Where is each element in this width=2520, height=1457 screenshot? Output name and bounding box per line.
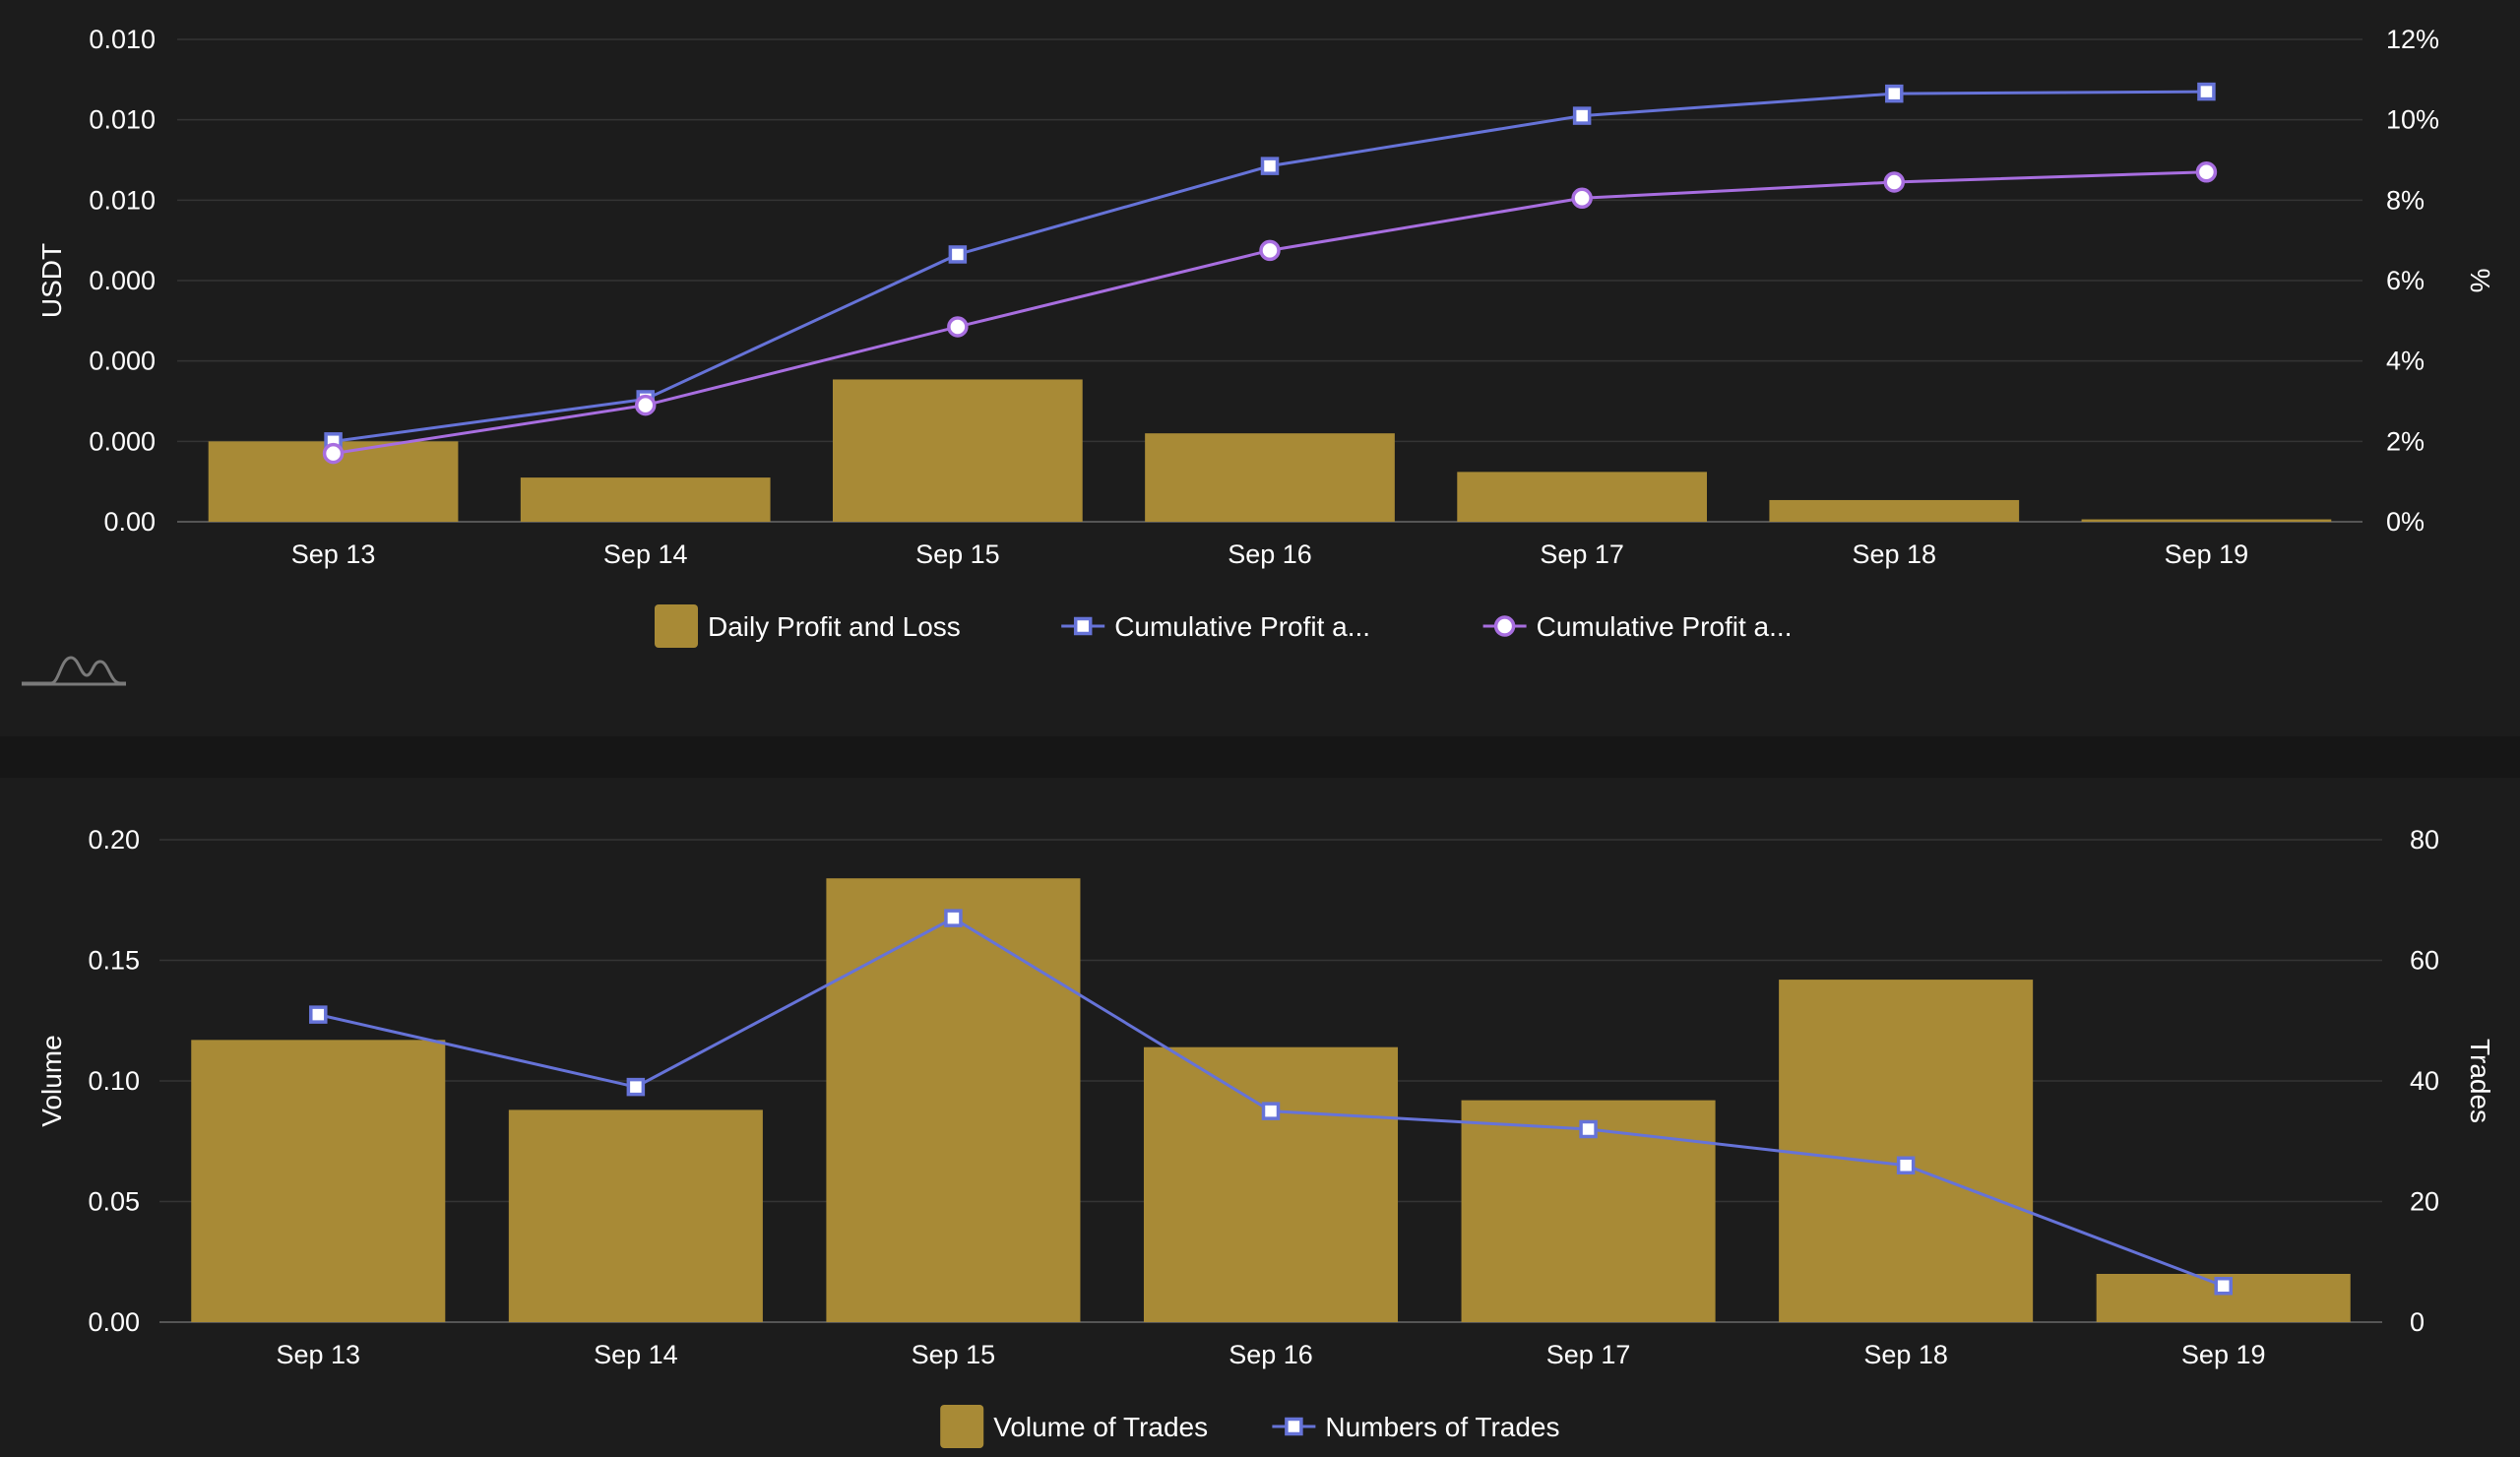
series-1-point-0	[309, 1005, 328, 1024]
bar-daily-profit-and-loss-6	[2081, 519, 2332, 522]
y-right-tick-label: 40	[2410, 1066, 2439, 1096]
series-2-point-3	[1259, 239, 1281, 262]
y-left-tick-label: 0.05	[88, 1187, 140, 1217]
x-tick-label: Sep 16	[1228, 539, 1312, 569]
bar-volume-of-trades-1	[508, 1109, 763, 1322]
y-right-axis-title: Trades	[2465, 1039, 2495, 1123]
y-right-tick-label: 80	[2410, 825, 2439, 855]
y-left-tick-label: 0.010	[89, 25, 156, 54]
x-tick-label: Sep 15	[915, 539, 1000, 569]
legend-label: Cumulative Profit a...	[1537, 611, 1793, 642]
series-2-point-1	[634, 394, 657, 416]
series-1-point-4	[1579, 1119, 1598, 1139]
x-tick-label: Sep 19	[2181, 1340, 2266, 1369]
series-1-point-3	[1261, 1102, 1281, 1120]
y-right-tick-label: 2%	[2386, 426, 2425, 456]
y-left-axis-title: Volume	[36, 1035, 67, 1126]
bar-daily-profit-and-loss-3	[1145, 433, 1395, 522]
x-tick-label: Sep 14	[603, 539, 688, 569]
legend-label: Daily Profit and Loss	[708, 611, 961, 642]
bar-volume-of-trades-2	[826, 878, 1081, 1322]
profit-loss-chart-panel: 0.00 0% 0.000 2% 0.000 4% 0.000 6% 0.010 8% 0.010 1…	[22, 25, 2495, 687]
x-tick-label: Sep 19	[2165, 539, 2249, 569]
legend-swatch-marker	[1285, 1417, 1303, 1436]
series-2-point-4	[1571, 187, 1593, 210]
bar-daily-profit-and-loss-2	[833, 379, 1083, 522]
y-right-tick-label: 8%	[2386, 185, 2425, 215]
bar-daily-profit-and-loss-5	[1769, 499, 2020, 522]
y-left-tick-label: 0.10	[88, 1066, 140, 1096]
series-1-point-3	[1260, 157, 1280, 175]
series-line-1	[333, 90, 2207, 443]
series-line-2	[333, 170, 2207, 456]
x-tick-label: Sep 14	[594, 1340, 678, 1369]
series-1-point-5	[1885, 84, 1904, 103]
profit-loss-chart: 0.00 0% 0.000 2% 0.000 4% 0.000 6% 0.010 8% 0.010 1…	[36, 25, 2495, 648]
series-2-point-6	[2195, 161, 2218, 183]
y-left-tick-label: 0.000	[89, 347, 156, 376]
y-right-tick-label: 10%	[2386, 105, 2439, 135]
volume-chart: 0.00 0 0.05 20 0.10 40 0.15 60 0.20 80 Volume Trade…	[36, 825, 2495, 1448]
series-1-point-4	[1572, 106, 1592, 125]
y-right-tick-label: 0	[2410, 1307, 2425, 1337]
x-tick-label: Sep 17	[1546, 1340, 1631, 1369]
y-left-tick-label: 0.010	[89, 185, 156, 215]
y-left-tick-label: 0.000	[89, 426, 156, 456]
series-2-point-0	[322, 442, 345, 465]
x-tick-label: Sep 13	[291, 539, 376, 569]
bar-volume-of-trades-5	[1779, 980, 2034, 1322]
legend-label: Cumulative Profit a...	[1114, 611, 1370, 642]
chart-mountain-icon	[22, 654, 126, 687]
x-tick-label: Sep 16	[1228, 1340, 1313, 1369]
bar-daily-profit-and-loss-4	[1457, 472, 1707, 522]
series-2-point-2	[947, 316, 969, 338]
series-1-point-6	[2214, 1277, 2233, 1296]
bar-daily-profit-and-loss-1	[520, 477, 771, 522]
series-1-point-6	[2197, 82, 2216, 101]
y-right-tick-label: 4%	[2386, 347, 2425, 376]
y-left-tick-label: 0.00	[103, 507, 156, 537]
legend-swatch-bar	[655, 604, 698, 648]
x-tick-label: Sep 15	[912, 1340, 996, 1369]
y-right-tick-label: 20	[2410, 1187, 2439, 1217]
x-tick-label: Sep 17	[1540, 539, 1624, 569]
series-1-point-2	[948, 245, 968, 264]
y-left-tick-label: 0.010	[89, 105, 156, 135]
legend-swatch-marker	[1493, 615, 1516, 637]
legend-swatch-marker	[1073, 616, 1093, 636]
legend-swatch-bar	[940, 1405, 984, 1448]
y-right-tick-label: 60	[2410, 946, 2439, 976]
x-tick-label: Sep 13	[276, 1340, 360, 1369]
x-tick-label: Sep 18	[1863, 1340, 1948, 1369]
series-1-point-1	[626, 1077, 646, 1097]
legend-label: Volume of Trades	[993, 1412, 1208, 1442]
bar-volume-of-trades-3	[1143, 1046, 1399, 1322]
legend-label: Numbers of Trades	[1325, 1412, 1559, 1442]
y-left-tick-label: 0.000	[89, 266, 156, 295]
bar-volume-of-trades-0	[191, 1040, 446, 1322]
y-left-tick-label: 0.00	[88, 1307, 140, 1337]
panel-separator	[0, 736, 2520, 778]
series-1-point-5	[1896, 1156, 1916, 1174]
series-2-point-5	[1883, 171, 1906, 193]
volume-chart-panel: 0.00 0 0.05 20 0.10 40 0.15 60 0.20 80 Volume Trade…	[0, 778, 2520, 1457]
y-right-tick-label: 12%	[2386, 25, 2439, 54]
series-1-point-2	[944, 909, 963, 927]
x-tick-label: Sep 18	[1852, 539, 1936, 569]
y-right-tick-label: 6%	[2386, 266, 2425, 295]
y-left-tick-label: 0.20	[88, 825, 140, 855]
y-left-tick-label: 0.15	[88, 946, 140, 976]
y-right-tick-label: 0%	[2386, 507, 2425, 537]
y-right-axis-title: %	[2465, 269, 2495, 293]
y-left-axis-title: USDT	[36, 243, 67, 318]
